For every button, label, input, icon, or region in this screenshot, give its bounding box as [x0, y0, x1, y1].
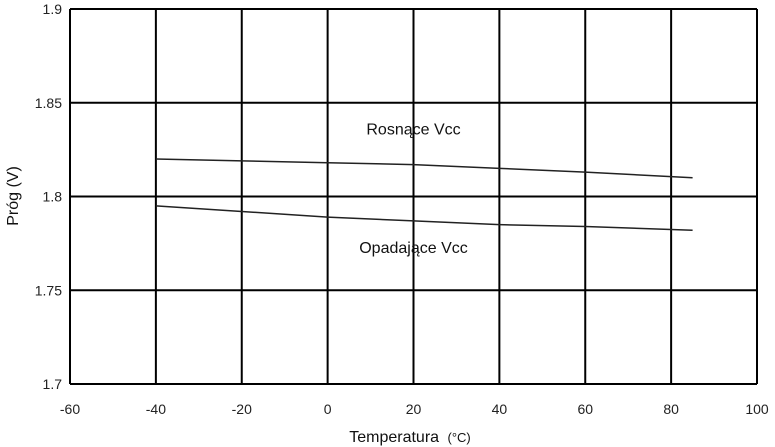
series-label-falling-vcc: Opadające Vcc [359, 240, 468, 257]
y-tick-label: 1.7 [43, 376, 63, 392]
series-line-rising-vcc [155, 158, 693, 179]
series-label-rising-vcc: Rosnące Vcc [366, 122, 460, 139]
x-axis-title: Temperatura (°C) [349, 429, 471, 446]
series-labels: Rosnące Vcc Opadające Vcc [359, 122, 468, 257]
y-tick-label: 1.9 [43, 1, 63, 17]
series-lines [155, 158, 693, 231]
y-tick-label: 1.85 [35, 95, 62, 111]
x-tick-label: 40 [492, 401, 508, 417]
x-tick-label: -20 [232, 401, 252, 417]
x-tick-label: 0 [324, 401, 332, 417]
grid [69, 8, 758, 385]
x-tick-label: 60 [577, 401, 593, 417]
y-axis-ticks: 1.7 1.75 1.8 1.85 1.9 [35, 1, 62, 392]
y-tick-label: 1.8 [43, 189, 63, 205]
x-axis-ticks: -60 -40 -20 0 20 40 60 80 100 [60, 401, 769, 417]
x-tick-label: 80 [663, 401, 679, 417]
series-line-falling-vcc [155, 205, 693, 231]
y-axis-title: Próg (V) [5, 166, 22, 226]
x-tick-label: 20 [406, 401, 422, 417]
x-tick-label: -60 [60, 401, 80, 417]
y-tick-label: 1.75 [35, 282, 62, 298]
x-tick-label: 100 [745, 401, 769, 417]
x-tick-label: -40 [146, 401, 166, 417]
